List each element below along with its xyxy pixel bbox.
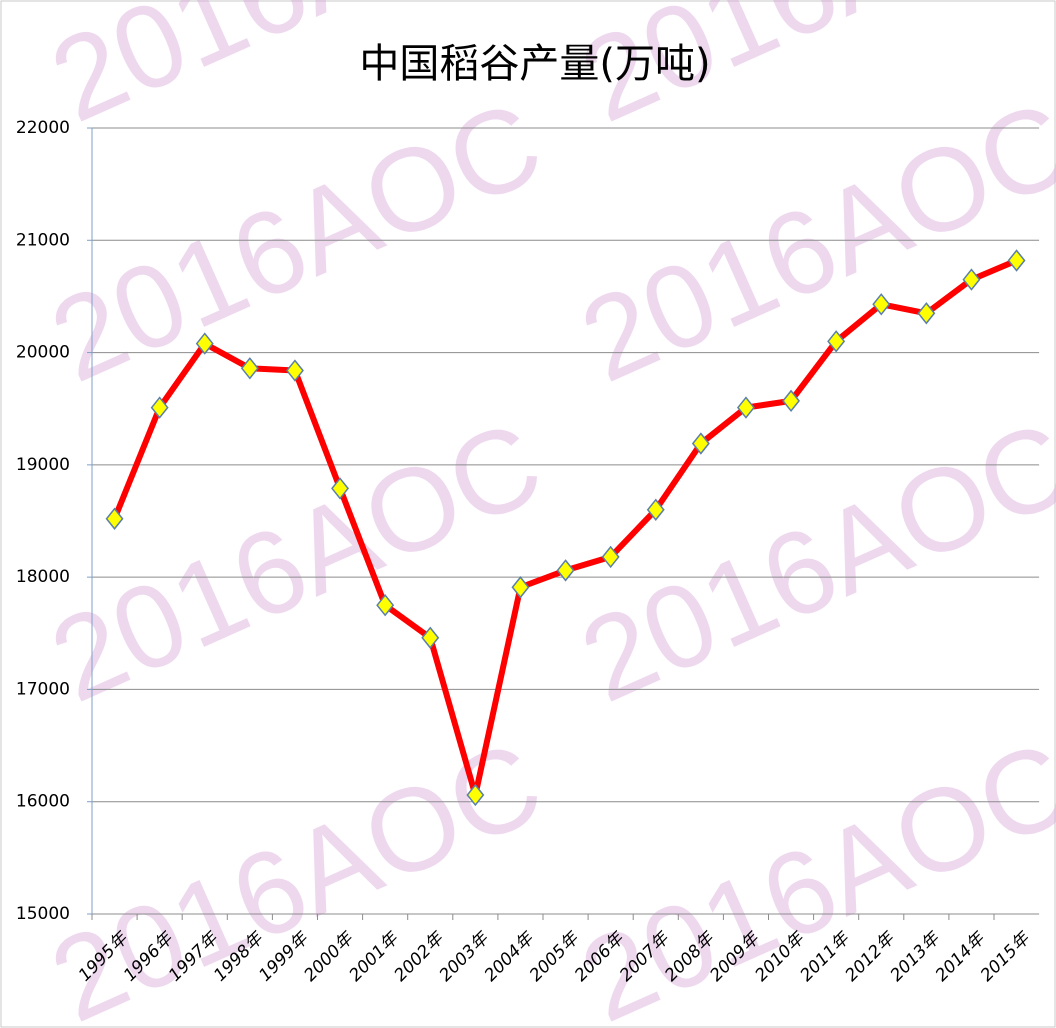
marker [556,559,575,582]
marker [917,302,936,325]
marker [150,396,169,419]
marker [962,268,981,291]
marker [421,626,440,649]
marker [736,396,755,419]
y-tick-label: 16000 [16,792,70,812]
marker [376,594,395,617]
marker [511,576,530,599]
y-tick-label: 17000 [16,679,70,699]
marker [466,783,485,807]
y-tick-label: 20000 [16,343,70,363]
marker [782,389,801,413]
marker [646,498,665,521]
chart-title: 中国稻谷产量(万吨) [359,41,710,87]
marker [105,507,124,530]
marker [827,330,846,353]
marker [872,293,891,316]
marker [1007,249,1026,272]
y-tick-label: 21000 [16,230,70,250]
marker [195,332,214,355]
y-tick-label: 18000 [16,567,70,587]
marker [285,359,304,382]
y-tick-label: 15000 [16,904,70,924]
y-tick-label: 19000 [16,455,70,475]
marker [331,477,350,500]
marker [240,357,259,380]
y-tick-label: 22000 [16,118,70,138]
marker [601,545,620,569]
marker [691,432,710,455]
